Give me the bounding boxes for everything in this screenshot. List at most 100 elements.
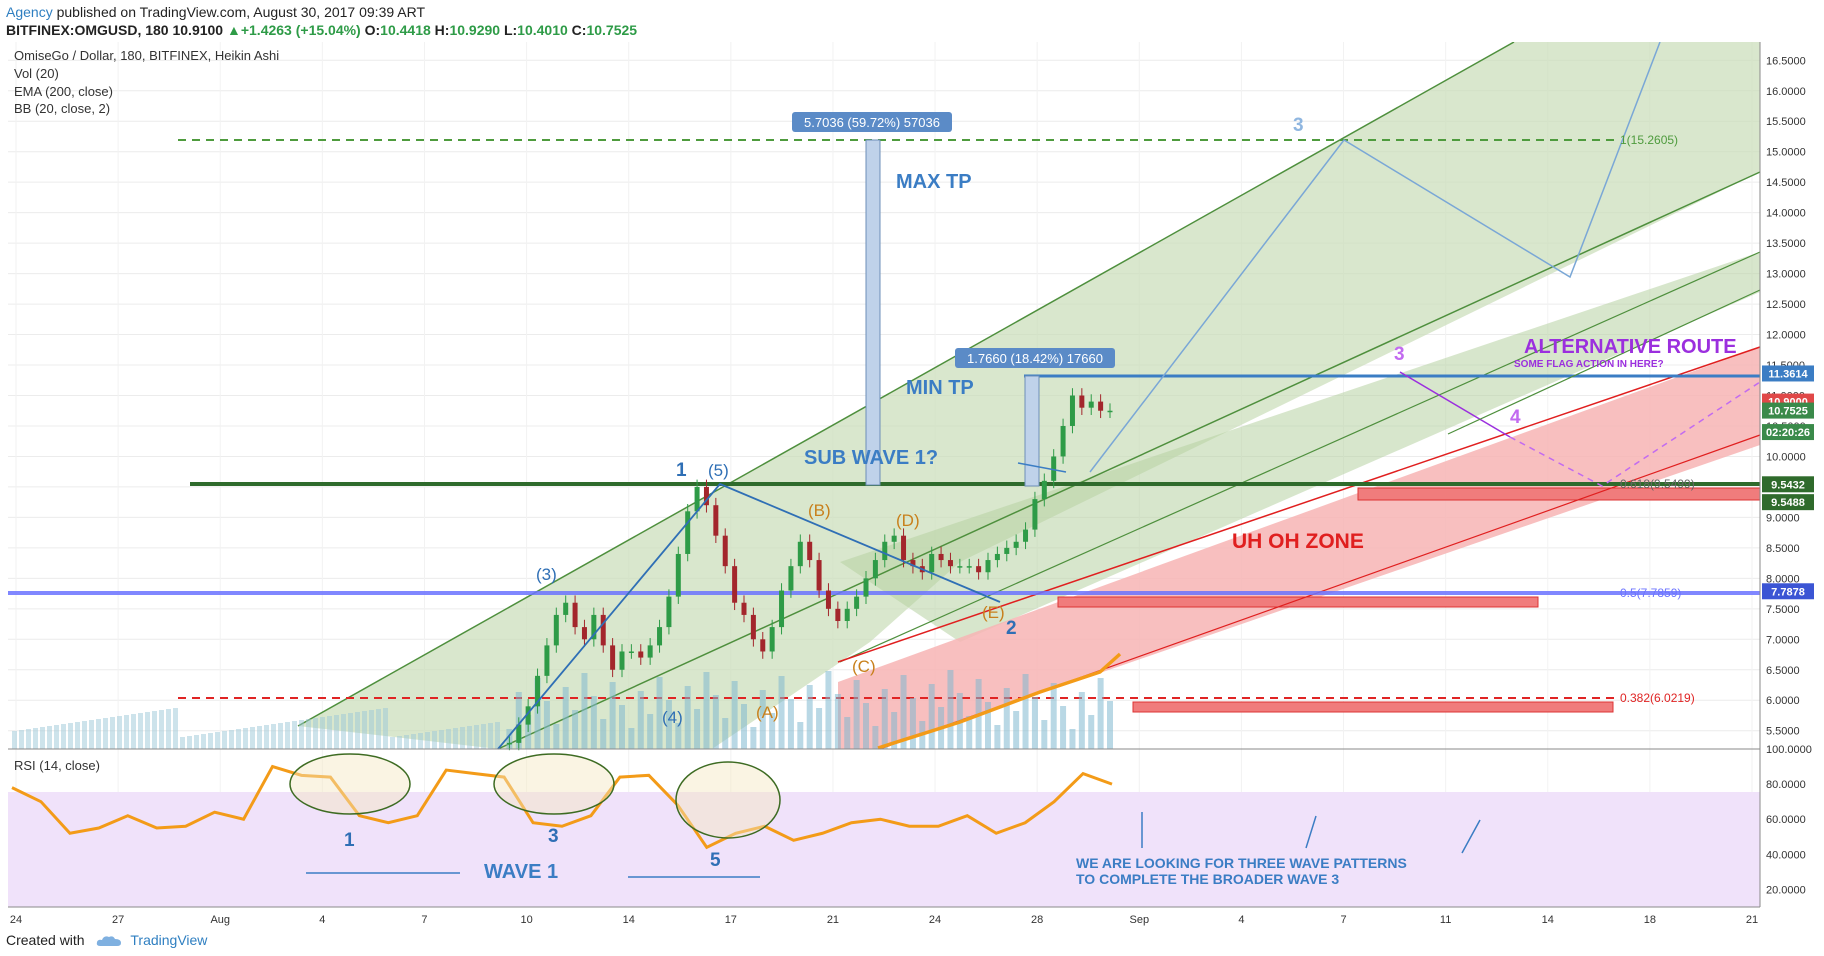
candle-body xyxy=(788,566,794,591)
wave-b-label: (B) xyxy=(808,501,831,520)
candle-body xyxy=(863,578,869,597)
rsi-axis: 100.0000 80.0000 60.0000 40.0000 20.0000 xyxy=(1766,744,1812,896)
candle-body xyxy=(544,645,550,676)
red-level-bar-2 xyxy=(1057,596,1539,608)
volume-bar xyxy=(383,708,388,749)
volume-bar xyxy=(881,689,888,749)
price-tick: 14.0000 xyxy=(1766,208,1806,220)
volume-bar xyxy=(816,708,823,749)
rsi-line xyxy=(11,764,1113,850)
volume-bar xyxy=(390,737,395,749)
volume-bar xyxy=(481,724,486,749)
price-tick: 16.5000 xyxy=(1766,55,1806,67)
close-label: C: xyxy=(571,22,587,38)
price-tick: 10.0000 xyxy=(1766,451,1806,463)
looking-line-2: TO COMPLETE THE BROADER WAVE 3 xyxy=(1076,871,1339,887)
volume-bar xyxy=(145,712,150,749)
volume-bar xyxy=(853,680,860,749)
rsi-ellipse-2 xyxy=(493,753,615,815)
rsi-series xyxy=(11,764,1113,850)
time-tick: Sep xyxy=(1130,914,1150,926)
candle-body xyxy=(1079,395,1085,408)
impulse-line xyxy=(497,482,1001,750)
projection-blue xyxy=(1089,42,1661,473)
volume-bar xyxy=(600,719,607,749)
volume-bar xyxy=(355,712,360,749)
volume-bar xyxy=(26,729,31,749)
volume-bar xyxy=(229,730,234,749)
volume-bar xyxy=(299,720,304,749)
price-tag xyxy=(1762,402,1814,419)
volume-bar xyxy=(543,701,550,749)
volume-bar xyxy=(787,699,794,749)
created-text: Created with xyxy=(6,932,85,948)
wave-a-label: (A) xyxy=(756,703,779,722)
volume-bar xyxy=(628,728,635,749)
candle-body xyxy=(722,535,728,567)
fib-618-label: 0.618(9.5499) xyxy=(1620,477,1695,491)
volume-bar xyxy=(159,710,164,749)
rsi-tick: 80.0000 xyxy=(1766,779,1806,791)
volume-bar xyxy=(278,723,283,749)
candle-body xyxy=(1051,456,1057,481)
rsi-wave-5: 5 xyxy=(710,850,721,871)
rsi-ellipse-3 xyxy=(675,761,781,839)
tradingview-cloud-icon xyxy=(97,936,122,947)
volume-bar xyxy=(806,685,813,749)
author-link[interactable]: Agency xyxy=(6,4,53,20)
volume-bar xyxy=(110,717,115,749)
rsi-wave-1: 1 xyxy=(344,830,355,851)
looking-line-1: WE ARE LOOKING FOR THREE WAVE PATTERNS xyxy=(1076,855,1407,871)
sub-5-label: (5) xyxy=(708,461,729,480)
volume-bar xyxy=(369,710,374,749)
volume-bar xyxy=(891,712,898,749)
rsi-ellipse-1 xyxy=(289,753,411,815)
rsi-tick: 20.0000 xyxy=(1766,884,1806,896)
candle-body xyxy=(882,541,888,561)
candle-body xyxy=(854,596,860,609)
candle-body xyxy=(910,560,916,567)
price-tag xyxy=(1762,583,1814,600)
time-tick: Aug xyxy=(210,914,230,926)
volume-bar xyxy=(439,730,444,749)
price-tick: 12.0000 xyxy=(1766,330,1806,342)
symbol: BITFINEX:OMGUSD, 180 xyxy=(6,22,169,38)
volume-bar xyxy=(750,727,757,749)
volume-bar xyxy=(656,677,663,749)
volume-bar xyxy=(131,714,136,749)
volume-bar xyxy=(404,735,409,749)
tradingview-link[interactable]: TradingView xyxy=(130,932,208,948)
candle-body xyxy=(807,541,813,561)
candle-body xyxy=(647,645,653,658)
volume-bar xyxy=(201,734,206,749)
volume-bar xyxy=(320,717,325,749)
price-tag-label: 02:20:26 xyxy=(1766,427,1810,439)
volume-bar xyxy=(1088,715,1095,749)
volume-bar xyxy=(581,673,588,749)
candle-body xyxy=(657,627,663,646)
volume-bar xyxy=(1013,711,1020,749)
volume-bar xyxy=(418,733,423,749)
volume-bar xyxy=(285,722,290,749)
volume-bar xyxy=(180,737,185,749)
volume-bar xyxy=(947,670,954,749)
volume-bar xyxy=(138,713,143,749)
candle-body xyxy=(516,724,522,743)
volume-bar xyxy=(89,720,94,749)
wave-d-label: (D) xyxy=(896,511,920,530)
time-tick: 21 xyxy=(1746,914,1758,926)
volume-bar xyxy=(863,703,869,749)
max-tp-box xyxy=(792,112,952,132)
chart-canvas[interactable]: 16.500016.000015.500015.000014.500014.00… xyxy=(0,42,1824,930)
wave1-label: WAVE 1 xyxy=(484,861,558,883)
price-tick: 16.0000 xyxy=(1766,86,1806,98)
time-tick: 4 xyxy=(1238,914,1244,926)
fib-382-label: 0.382(6.0219) xyxy=(1620,691,1695,705)
volume-bar xyxy=(834,694,841,749)
price-tag-label: 10.7525 xyxy=(1768,406,1808,418)
candle-body xyxy=(947,560,953,567)
volume-bar xyxy=(1041,720,1048,749)
price-tag-label: 7.7878 xyxy=(1771,586,1805,598)
candle-body xyxy=(760,639,766,652)
volume-bar xyxy=(432,731,437,749)
